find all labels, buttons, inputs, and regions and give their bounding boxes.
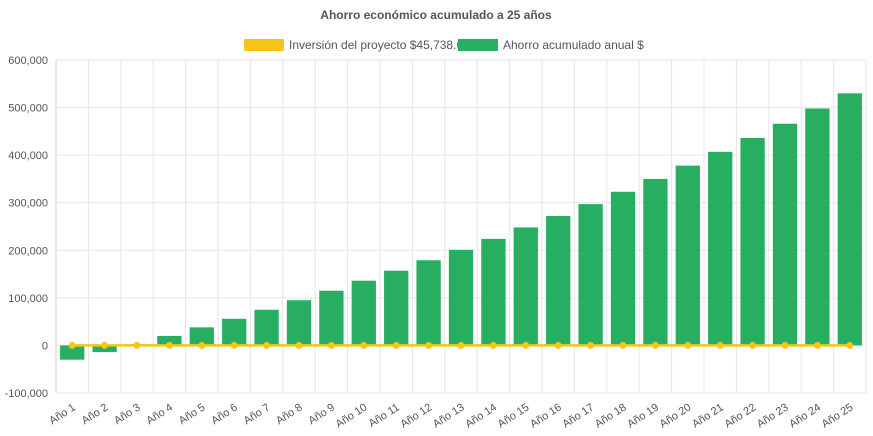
investment-point-11[interactable] bbox=[392, 341, 400, 349]
investment-point-8[interactable] bbox=[295, 341, 303, 349]
x-tick-label: Año 20 bbox=[658, 401, 694, 430]
x-tick-label: Año 2 bbox=[80, 401, 111, 427]
bar-15[interactable] bbox=[513, 227, 538, 346]
bar-10[interactable] bbox=[351, 280, 376, 346]
investment-point-19[interactable] bbox=[651, 341, 659, 349]
y-tick-label: -100,000 bbox=[5, 388, 48, 400]
investment-point-9[interactable] bbox=[327, 341, 335, 349]
investment-point-21[interactable] bbox=[716, 341, 724, 349]
chart-title: Ahorro económico acumulado a 25 años bbox=[320, 8, 552, 22]
investment-point-10[interactable] bbox=[360, 341, 368, 349]
investment-point-5[interactable] bbox=[198, 341, 206, 349]
bar-4[interactable] bbox=[157, 335, 182, 346]
bar-21[interactable] bbox=[708, 151, 733, 346]
legend-label-investment[interactable]: Inversión del proyecto $45,738.61 bbox=[289, 38, 470, 52]
investment-point-22[interactable] bbox=[749, 341, 757, 349]
bar-19[interactable] bbox=[643, 178, 668, 346]
x-tick-label: Año 4 bbox=[144, 401, 175, 427]
investment-point-7[interactable] bbox=[263, 341, 271, 349]
investment-point-1[interactable] bbox=[68, 341, 76, 349]
investment-point-15[interactable] bbox=[522, 341, 530, 349]
investment-point-17[interactable] bbox=[587, 341, 595, 349]
bar-24[interactable] bbox=[805, 108, 830, 346]
investment-point-18[interactable] bbox=[619, 341, 627, 349]
x-tick-label: Año 25 bbox=[820, 401, 856, 430]
investment-point-6[interactable] bbox=[230, 341, 238, 349]
bar-25[interactable] bbox=[837, 93, 862, 346]
x-tick-label: Año 21 bbox=[690, 401, 726, 430]
line-series bbox=[68, 341, 854, 349]
bar-8[interactable] bbox=[286, 300, 312, 346]
x-tick-label: Año 7 bbox=[242, 401, 273, 427]
legend-swatch-savings[interactable] bbox=[458, 39, 498, 51]
grid-lines bbox=[55, 59, 867, 394]
bar-16[interactable] bbox=[546, 216, 571, 346]
x-tick-label: Año 22 bbox=[722, 401, 758, 430]
bar-series bbox=[60, 93, 862, 360]
bar-6[interactable] bbox=[222, 318, 247, 346]
x-tick-label: Año 11 bbox=[367, 401, 402, 430]
x-tick-label: Año 6 bbox=[209, 401, 240, 427]
y-axis-ticks: 600,000 500,000 400,000 300,000 200,000 100,0… bbox=[5, 55, 48, 400]
x-tick-label: Año 15 bbox=[496, 401, 532, 430]
x-tick-label: Año 9 bbox=[306, 401, 337, 427]
bar-1[interactable] bbox=[60, 345, 85, 360]
investment-point-2[interactable] bbox=[101, 341, 109, 349]
bar-20[interactable] bbox=[675, 165, 700, 346]
x-tick-label: Año 12 bbox=[398, 401, 434, 430]
investment-point-3[interactable] bbox=[133, 341, 141, 349]
investment-point-16[interactable] bbox=[554, 341, 562, 349]
x-tick-label: Año 8 bbox=[274, 401, 305, 427]
y-tick-label: 0 bbox=[42, 340, 48, 352]
x-tick-label: Año 1 bbox=[47, 401, 78, 427]
investment-point-12[interactable] bbox=[425, 341, 433, 349]
investment-point-24[interactable] bbox=[813, 341, 821, 349]
legend: Inversión del proyecto $45,738.61 Ahorro… bbox=[244, 38, 644, 52]
x-tick-label: Año 5 bbox=[177, 401, 208, 427]
bar-18[interactable] bbox=[610, 191, 636, 346]
x-tick-label: Año 18 bbox=[593, 401, 629, 430]
x-tick-label: Año 10 bbox=[334, 401, 370, 430]
x-tick-label: Año 13 bbox=[431, 401, 467, 430]
bar-22[interactable] bbox=[740, 138, 765, 346]
investment-point-13[interactable] bbox=[457, 341, 465, 349]
bar-13[interactable] bbox=[448, 249, 474, 346]
investment-point-25[interactable] bbox=[846, 341, 854, 349]
legend-swatch-investment[interactable] bbox=[244, 39, 284, 51]
x-tick-label: Año 3 bbox=[112, 401, 143, 427]
bar-5[interactable] bbox=[189, 327, 214, 346]
bar-7[interactable] bbox=[254, 309, 279, 346]
bar-11[interactable] bbox=[384, 270, 409, 346]
investment-point-14[interactable] bbox=[489, 341, 497, 349]
x-tick-label: Año 14 bbox=[463, 401, 499, 430]
x-tick-label: Año 17 bbox=[560, 401, 596, 430]
y-tick-label: 500,000 bbox=[8, 103, 48, 115]
investment-point-23[interactable] bbox=[781, 341, 789, 349]
bar-12[interactable] bbox=[416, 260, 441, 346]
x-tick-label: Año 16 bbox=[528, 401, 564, 430]
x-tick-label: Año 23 bbox=[755, 401, 791, 430]
y-tick-label: 600,000 bbox=[8, 55, 48, 67]
bar-23[interactable] bbox=[772, 123, 798, 346]
x-tick-label: Año 19 bbox=[625, 401, 661, 430]
y-tick-label: 100,000 bbox=[8, 293, 48, 305]
y-tick-label: 400,000 bbox=[8, 150, 48, 162]
x-axis-ticks: Año 1 Año 2 Año 3 Año 4 Año 5 Año 6 Año 7 Año 8… bbox=[47, 401, 855, 430]
y-tick-label: 200,000 bbox=[8, 245, 48, 257]
investment-point-20[interactable] bbox=[684, 341, 692, 349]
investment-point-4[interactable] bbox=[165, 341, 173, 349]
legend-label-savings[interactable]: Ahorro acumulado anual $ bbox=[503, 38, 644, 52]
bar-9[interactable] bbox=[319, 290, 344, 346]
bar-17[interactable] bbox=[578, 204, 603, 346]
bar-14[interactable] bbox=[481, 238, 506, 346]
x-tick-label: Año 24 bbox=[787, 401, 823, 430]
y-tick-label: 300,000 bbox=[8, 198, 48, 210]
